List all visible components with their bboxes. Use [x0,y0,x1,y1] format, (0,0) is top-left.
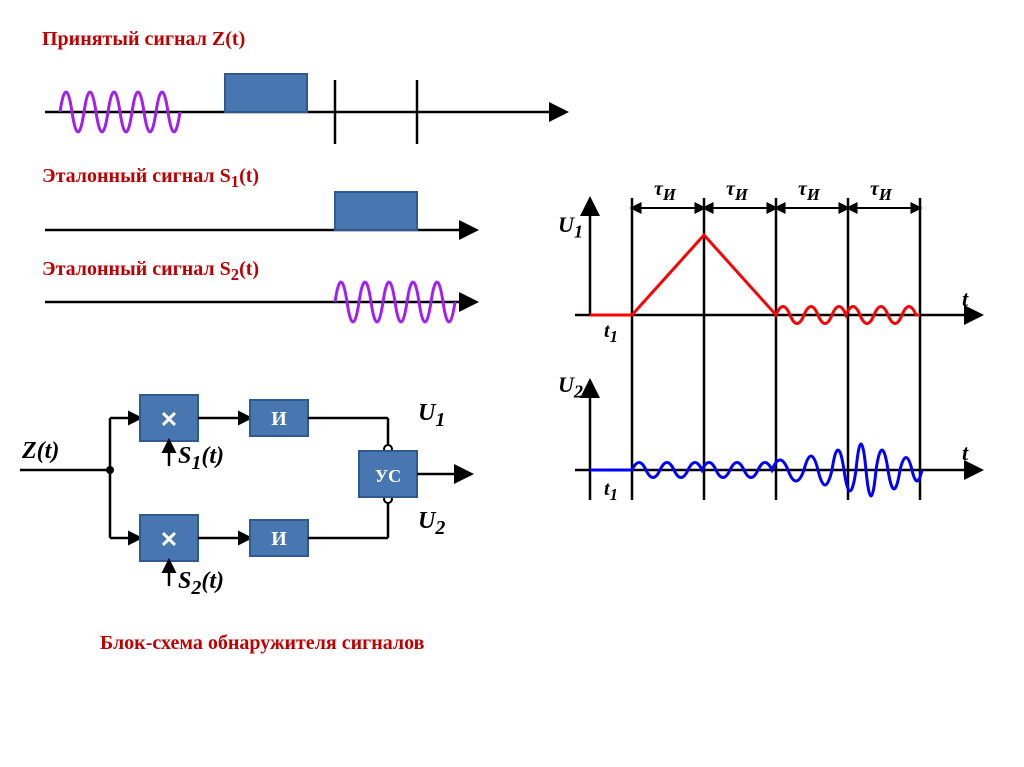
u1-out-label: U1 [418,400,445,432]
t-axis-2: t [962,440,968,466]
title-ref2: Эталонный сигнал S2(t) [42,258,259,285]
row-ref2 [45,282,475,322]
row-ref1 [45,192,475,230]
tau-3: τИ [798,178,820,205]
right-plots [575,198,980,500]
pulse-received [225,74,307,112]
svg-text:✕: ✕ [160,527,178,552]
z-label: Z(t) [22,438,59,465]
u1-axis-label: U1 [558,212,583,242]
t1-label-2: t1 [604,478,618,505]
u2-axis-label: U2 [558,372,583,402]
caption: Блок-схема обнаружителя сигналов [100,632,424,655]
block-diagram: ✕ ✕ И И УС [20,395,470,586]
u2-out-label: U2 [418,508,445,540]
t1-label-1: t1 [604,320,618,347]
decision-label: УС [375,466,401,486]
title-ref1: Эталонный сигнал S1(t) [42,165,259,192]
t-axis-1: t [962,286,968,312]
row-received [45,74,565,144]
s2-label: S2(t) [178,568,224,600]
svg-text:✕: ✕ [160,407,178,432]
title-received: Принятый сигнал Z(t) [42,28,245,51]
s1-label: S1(t) [178,443,224,475]
int-top-label: И [271,408,287,430]
int-bot-label: И [271,528,287,550]
pulse-ref1 [335,192,417,230]
tau-1: τИ [654,178,676,205]
tau-2: τИ [726,178,748,205]
tau-4: τИ [870,178,892,205]
u1-trace [590,235,920,324]
